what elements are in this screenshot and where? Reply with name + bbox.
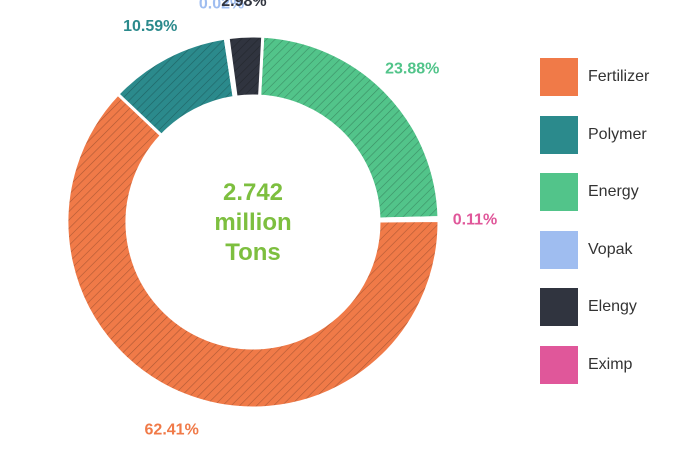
legend-swatch [540,230,578,269]
center-text-line: 2.742 [223,179,283,206]
legend-swatch [540,345,578,384]
legend-item-polymer[interactable]: Polymer [540,115,649,154]
legend-item-energy[interactable]: Energy [540,173,649,211]
slice-label-fertilizer: 62.41% [145,422,199,439]
legend-label: Energy [588,183,639,200]
slice-label-energy: 23.88% [385,60,439,77]
slice-label-vopak: 0.02% [199,0,244,12]
legend-swatch [540,115,578,154]
chart-legend: Fertilizer Polymer Energy Vopak Elengy Eximp [540,58,649,403]
legend-swatch [540,173,578,211]
slice-label-polymer: 10.59% [123,18,177,35]
legend-swatch [540,288,578,326]
legend-item-elengy[interactable]: Elengy [540,288,649,326]
donut-slices [65,34,441,410]
legend-label: Vopak [588,240,633,258]
legend-item-fertilizer[interactable]: Fertilizer [540,58,649,96]
slice-elengy[interactable] [226,34,265,99]
donut-percent-labels: 23.88% 0.11% 62.41% 10.59% 0.02%2.98% [123,0,497,439]
legend-item-vopak[interactable]: Vopak [540,230,649,269]
slice-label-elengy: 2.98% [221,0,266,10]
legend-label: Eximp [588,355,633,373]
donut-center-label: 2.742 million Tons [214,179,291,266]
center-text-line: Tons [225,239,281,266]
legend-item-eximp[interactable]: Eximp [540,345,649,384]
legend-swatch [540,58,578,96]
slice-fertilizer[interactable] [65,92,441,410]
center-text-line: million [214,209,291,236]
legend-label: Elengy [588,298,637,315]
slice-label-eximp: 0.11% [453,212,497,229]
legend-label: Polymer [588,125,647,143]
legend-label: Fertilizer [588,68,650,85]
